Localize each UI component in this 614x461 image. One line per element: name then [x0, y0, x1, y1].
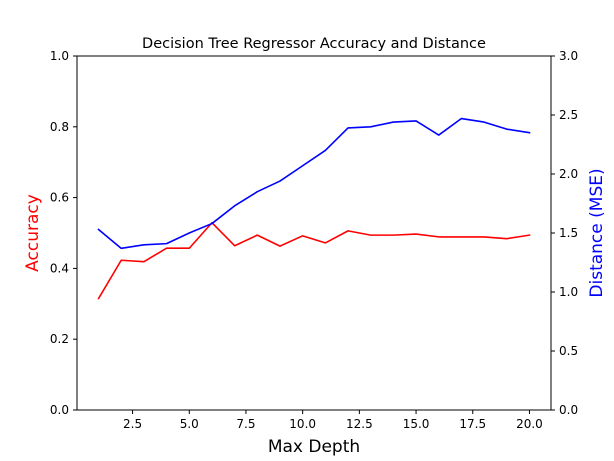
right-y-tick-label: 1.0: [559, 285, 578, 299]
left-y-tick-label: 0.8: [50, 120, 69, 134]
left-y-tick-label: 0.2: [50, 332, 69, 346]
series-layer: [97, 117, 531, 300]
distance-series-line: [97, 117, 531, 250]
right-y-axis-label: Distance (MSE): [587, 168, 607, 297]
x-tick-label: 15.0: [403, 417, 430, 431]
x-tick-label: 17.5: [459, 417, 486, 431]
x-axis-label: Max Depth: [268, 437, 360, 457]
chart-title: Decision Tree Regressor Accuracy and Dis…: [142, 36, 486, 52]
x-tick-label: 12.5: [346, 417, 373, 431]
left-y-tick-label: 0.6: [50, 191, 69, 205]
right-y-tick-label: 0.5: [559, 344, 578, 358]
x-axis: 2.5 5.0 7.5 10.0 12.5 15.0 17.5 20.0: [123, 410, 543, 431]
x-tick-label: 20.0: [516, 417, 543, 431]
x-tick-label: 7.5: [236, 417, 255, 431]
right-y-tick-label: 2.5: [559, 108, 578, 122]
right-y-axis: 0.0 0.5 1.0 1.5 2.0 2.5 3.0: [551, 49, 578, 417]
x-tick-label: 5.0: [180, 417, 199, 431]
accuracy-series-line: [97, 221, 531, 300]
left-y-axis: 0.0 0.2 0.4 0.6 0.8 1.0: [50, 49, 77, 417]
right-y-tick-label: 0.0: [559, 403, 578, 417]
left-y-tick-label: 1.0: [50, 49, 69, 63]
x-tick-label: 10.0: [289, 417, 316, 431]
right-y-tick-label: 3.0: [559, 49, 578, 63]
right-y-tick-label: 2.0: [559, 167, 578, 181]
left-y-tick-label: 0.4: [50, 261, 69, 275]
right-y-tick-label: 1.5: [559, 226, 578, 240]
left-y-axis-label: Accuracy: [23, 194, 43, 272]
left-y-tick-label: 0.0: [50, 403, 69, 417]
x-tick-label: 2.5: [123, 417, 142, 431]
